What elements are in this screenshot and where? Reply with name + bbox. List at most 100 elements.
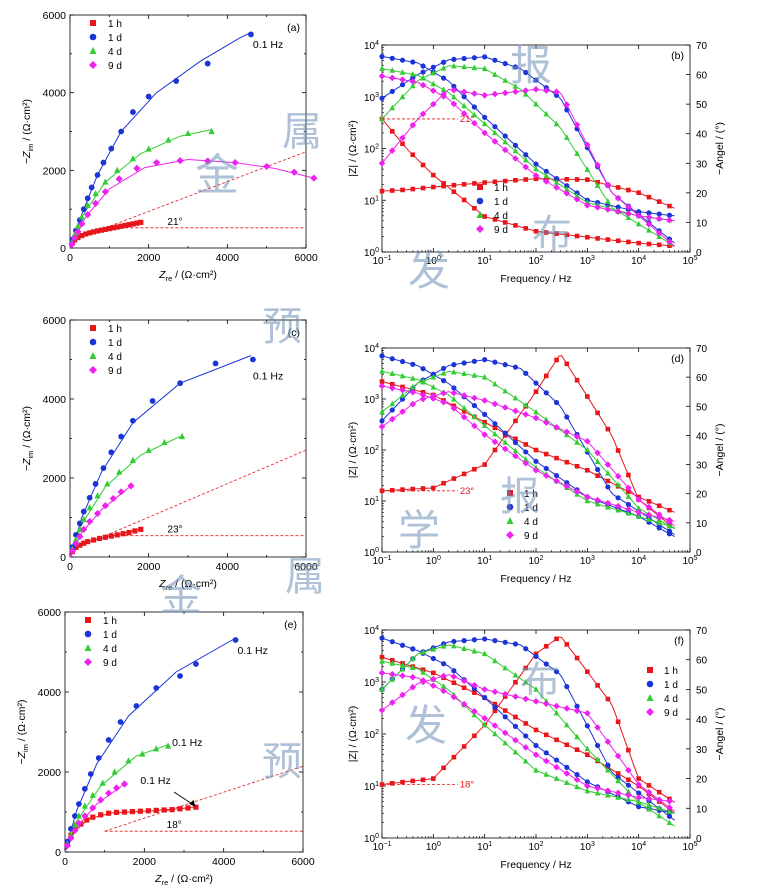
x-tick-exponent: 2 bbox=[540, 841, 544, 848]
phase-point bbox=[471, 647, 478, 654]
phase-point bbox=[431, 485, 436, 491]
modulus-point bbox=[553, 757, 560, 763]
phase-point bbox=[461, 197, 467, 203]
phase-point bbox=[379, 115, 385, 122]
phase-point bbox=[379, 408, 385, 415]
modulus-point bbox=[626, 187, 631, 193]
y-axis-label: −Zim / (Ω·cm²) bbox=[21, 406, 35, 471]
data-point bbox=[114, 532, 120, 538]
legend: 1 h 1 d 4 d 9 d bbox=[89, 324, 122, 377]
data-point bbox=[145, 93, 152, 100]
data-point bbox=[212, 360, 219, 367]
data-point bbox=[126, 222, 132, 228]
phase-point bbox=[492, 447, 498, 453]
phase-point bbox=[482, 214, 487, 219]
modulus-point bbox=[379, 65, 385, 71]
modulus-point bbox=[410, 646, 416, 652]
modulus-point bbox=[512, 736, 519, 744]
modulus-point bbox=[389, 370, 396, 376]
modulus-point bbox=[440, 398, 447, 406]
modulus-point bbox=[666, 797, 673, 805]
y-right-tick-label: 10 bbox=[696, 804, 708, 815]
modulus-point bbox=[492, 701, 498, 707]
watermark-glyph: 布 bbox=[520, 660, 560, 704]
legend-label: 9 d bbox=[494, 225, 508, 236]
x-tick-exponent: −1 bbox=[384, 555, 392, 562]
phase-point bbox=[451, 476, 457, 481]
modulus-point bbox=[573, 776, 581, 784]
phase-point bbox=[635, 220, 642, 227]
phase-point bbox=[564, 361, 570, 367]
legend: 1 h 1 d 4 d 9 d bbox=[506, 489, 538, 542]
modulus-point bbox=[543, 168, 549, 174]
modulus-point bbox=[501, 445, 509, 453]
phase-point bbox=[625, 766, 632, 774]
modulus-point bbox=[502, 430, 508, 436]
y-right-tick-label: 70 bbox=[696, 626, 708, 637]
modulus-point bbox=[594, 789, 601, 796]
data-point bbox=[130, 109, 136, 115]
modulus-point bbox=[645, 213, 653, 221]
y-tick-label: 4000 bbox=[43, 88, 67, 100]
data-point bbox=[137, 808, 143, 814]
fit-line-1d bbox=[69, 32, 252, 249]
y-tick-label: 2000 bbox=[38, 767, 62, 779]
x-tick-label: 104 bbox=[631, 841, 646, 853]
legend-marker bbox=[84, 630, 92, 638]
modulus-point bbox=[430, 383, 437, 390]
y-tick-exponent: 1 bbox=[375, 781, 379, 788]
data-point bbox=[105, 737, 112, 743]
modulus-point bbox=[553, 179, 560, 185]
x-axis-label-sub: re bbox=[162, 878, 169, 887]
phase-point bbox=[513, 223, 518, 228]
modulus-point bbox=[604, 206, 612, 213]
phase-point bbox=[481, 686, 488, 693]
phase-point bbox=[666, 518, 673, 526]
watermark-glyph: 报 bbox=[500, 475, 540, 519]
y-tick-label: 101 bbox=[364, 496, 379, 508]
modulus-point bbox=[379, 53, 385, 60]
phase-point bbox=[532, 86, 540, 93]
phase-point bbox=[553, 702, 560, 710]
phase-point bbox=[378, 423, 386, 430]
angle-label: 21° bbox=[167, 217, 182, 228]
legend-label: 1 h bbox=[524, 489, 538, 500]
phase-point bbox=[574, 439, 580, 445]
y-tick-label: 6000 bbox=[43, 315, 67, 327]
y-right-tick-label: 70 bbox=[696, 41, 708, 52]
phase-point bbox=[615, 719, 621, 725]
panel-letter: (b) bbox=[671, 50, 684, 62]
phase-point bbox=[481, 650, 488, 657]
data-point bbox=[193, 804, 199, 810]
phase-point bbox=[440, 672, 447, 680]
phase-point bbox=[554, 357, 559, 363]
modulus-point bbox=[543, 172, 550, 179]
fit-line-4d bbox=[69, 436, 181, 558]
y-tick-label: 4000 bbox=[38, 687, 62, 699]
modulus-point bbox=[512, 748, 519, 755]
modulus-point bbox=[389, 188, 395, 193]
phase-point bbox=[482, 462, 487, 467]
data-point bbox=[98, 227, 105, 233]
modulus-point bbox=[378, 669, 386, 677]
phase-point bbox=[430, 646, 437, 652]
y-tick-label: 103 bbox=[364, 394, 379, 406]
modulus-point bbox=[564, 480, 570, 486]
angle-label: 23° bbox=[167, 525, 182, 536]
y-tick-label: 104 bbox=[364, 40, 379, 52]
phase-point bbox=[420, 74, 426, 81]
modulus-point bbox=[574, 747, 580, 753]
x-tick-label: 6000 bbox=[294, 252, 318, 264]
data-point bbox=[80, 508, 87, 515]
modulus-point bbox=[574, 772, 580, 778]
data-point bbox=[117, 719, 124, 725]
modulus-point bbox=[512, 439, 519, 446]
phase-point bbox=[440, 64, 447, 71]
x-axis-label: Zre / (Ω·cm²) bbox=[158, 578, 217, 592]
panel-letter: (d) bbox=[671, 353, 684, 365]
modulus-point bbox=[533, 161, 539, 167]
data-point bbox=[92, 190, 99, 197]
series-9d bbox=[63, 780, 129, 850]
modulus-point bbox=[594, 500, 601, 507]
x-tick-label: 2000 bbox=[137, 561, 161, 573]
